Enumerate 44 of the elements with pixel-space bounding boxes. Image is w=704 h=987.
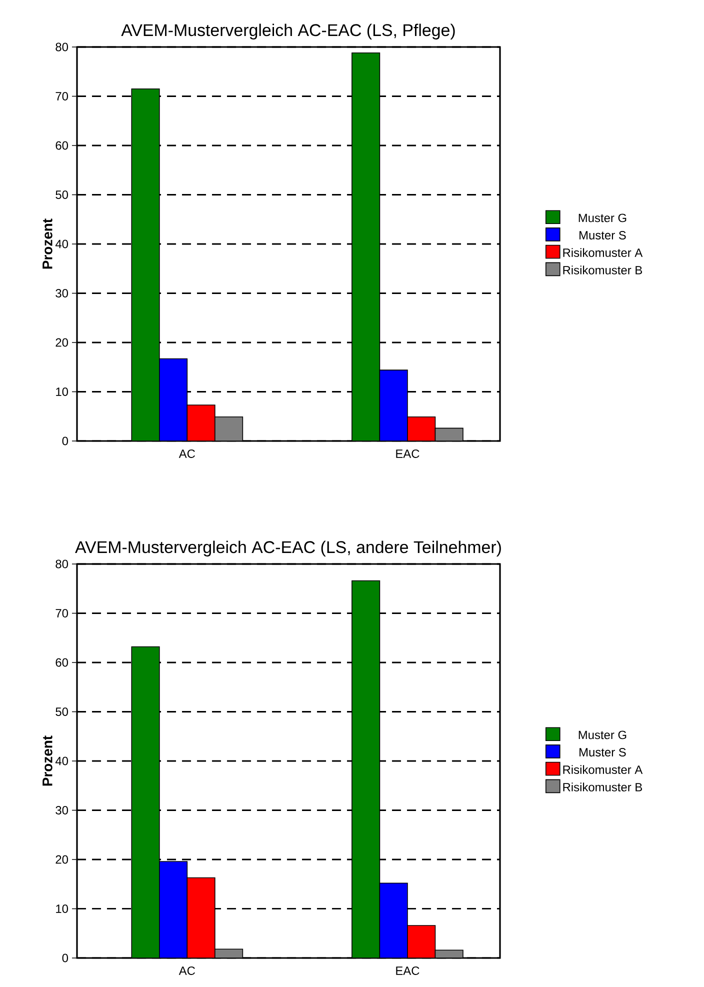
legend-label: Risikomuster B — [563, 782, 642, 792]
y-tick-label: 0 — [62, 954, 68, 962]
legend-label: Muster S — [580, 748, 626, 756]
legend-label: Risikomuster B — [563, 266, 642, 274]
bar — [214, 416, 244, 441]
legend-label: Muster G — [578, 730, 626, 740]
bar — [186, 404, 216, 441]
chart-title: AVEM-Mustervergleich AC-EAC (LS, andere Teilnehmer) — [75, 540, 501, 556]
y-axis-title: Prozent — [42, 736, 52, 786]
x-tick-label: AC — [178, 966, 195, 975]
bar — [434, 428, 464, 441]
bar — [407, 925, 436, 958]
y-tick-label: 80 — [56, 42, 68, 52]
y-tick-label: 30 — [56, 289, 68, 298]
y-tick-label: 10 — [56, 388, 68, 396]
y-tick-label: 40 — [55, 756, 68, 766]
y-tick-label: 70 — [56, 92, 68, 100]
bar — [131, 88, 160, 441]
legend-label: Muster G — [578, 214, 626, 222]
x-tick-label: EAC — [396, 966, 420, 975]
y-tick-label: 60 — [56, 141, 68, 150]
y-tick-label: 10 — [56, 904, 68, 913]
y-axis-title: Prozent — [42, 218, 52, 269]
x-tick-label: AC — [178, 450, 195, 458]
legend-label: Risikomuster A — [563, 765, 643, 774]
y-tick-label: 60 — [56, 658, 68, 667]
x-tick-label: EAC — [396, 450, 420, 458]
bar — [407, 416, 436, 441]
bar — [352, 580, 380, 958]
chart-title: AVEM-Mustervergleich AC-EAC (LS, Pflege) — [121, 24, 455, 40]
y-tick-label: 20 — [56, 338, 68, 347]
y-tick-label: 70 — [56, 609, 68, 618]
y-tick-label: 50 — [56, 190, 68, 199]
y-tick-label: 40 — [55, 240, 68, 248]
y-tick-label: 80 — [56, 560, 68, 568]
legend-label: Muster S — [580, 231, 626, 240]
bar — [131, 646, 160, 958]
y-tick-label: 20 — [56, 855, 68, 864]
bar — [352, 52, 380, 441]
bar — [186, 877, 216, 958]
y-tick-label: 50 — [56, 708, 68, 716]
legend-label: Risikomuster A — [563, 248, 643, 257]
y-tick-label: 30 — [56, 806, 68, 814]
y-tick-label: 0 — [62, 436, 68, 446]
